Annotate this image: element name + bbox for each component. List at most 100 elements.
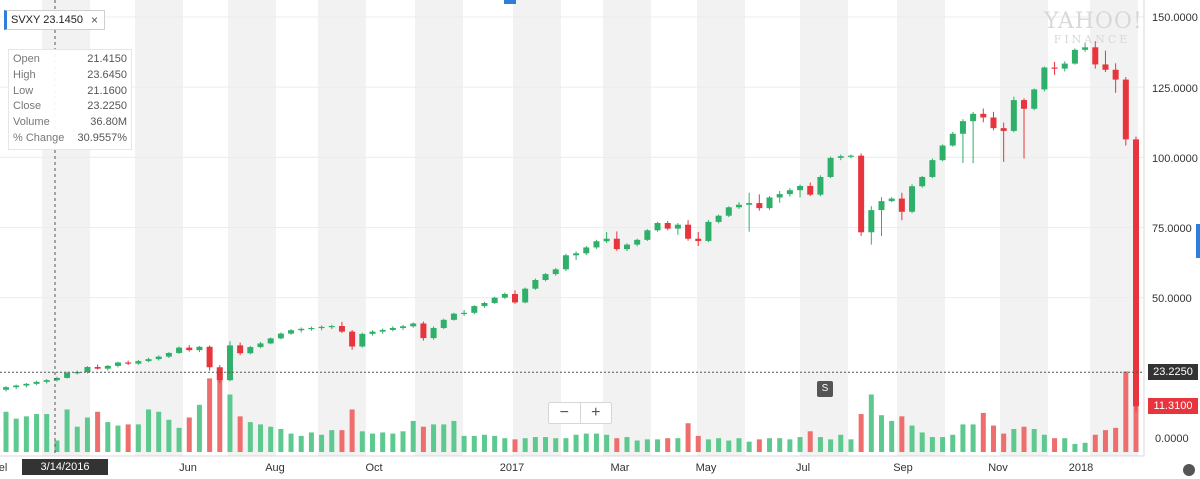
x-tick-label: Aug (265, 462, 285, 474)
candle-body (766, 197, 773, 209)
volume-bar (1113, 427, 1119, 452)
candle-body (705, 221, 712, 241)
zoom-out-button[interactable]: − (559, 404, 569, 421)
volume-bar (349, 409, 355, 452)
volume-bar (909, 425, 915, 452)
volume-bar (431, 424, 437, 452)
top-range-marker[interactable] (504, 0, 516, 4)
volume-bar (329, 430, 335, 452)
yahoo-finance-watermark: YAHOO! FINANCE (1044, 10, 1142, 46)
candle-body (949, 133, 956, 146)
ohlc-label: % Change (13, 131, 65, 144)
volume-bar (1001, 433, 1007, 452)
candle-body (104, 365, 111, 369)
volume-bar (838, 434, 844, 452)
candle-body (501, 294, 508, 298)
volume-bar (196, 404, 202, 452)
candle-body (379, 329, 386, 332)
volume-bar (481, 434, 487, 452)
candle-body (685, 224, 692, 239)
ohlc-value: 21.4150 (87, 53, 127, 65)
volume-bar (339, 430, 345, 452)
volume-bar (410, 420, 416, 452)
volume-bar (980, 412, 986, 452)
ohlc-value: 23.2250 (87, 100, 127, 113)
x-tick-label: el (0, 462, 7, 474)
volume-bar (135, 424, 141, 452)
candle-body (155, 356, 162, 360)
current-price-tag: 11.3100 (1148, 398, 1198, 414)
volume-bar (247, 422, 253, 452)
candle-body (430, 327, 437, 339)
volume-bar (34, 414, 40, 452)
candle-body (512, 294, 519, 303)
candle-body (237, 345, 244, 354)
candle-body (583, 247, 590, 254)
x-axis-labels: el Jun Aug Oct 2017 Mar May Jul Sep Nov … (0, 462, 1093, 474)
settings-icon[interactable] (1183, 464, 1195, 476)
candle-body (359, 333, 366, 347)
x-tick-label: Nov (988, 462, 1008, 474)
candle-body (1051, 67, 1058, 69)
y-axis-labels: 150.0000 125.0000 100.0000 75.0000 50.00… (1152, 12, 1198, 445)
candle-body (1000, 128, 1007, 131)
candle-body (542, 274, 549, 280)
volume-bar (288, 433, 294, 452)
volume-bar (420, 426, 426, 452)
volume-bar (1041, 434, 1047, 452)
x-tick-label: Oct (365, 462, 382, 474)
candle-body (3, 387, 9, 390)
volume-bar (604, 434, 610, 452)
volume-bar (940, 437, 946, 452)
candle-body (888, 198, 895, 202)
candle-body (23, 383, 30, 386)
candle-body (756, 203, 763, 209)
ohlc-label: Volume (13, 116, 50, 129)
candle-body (410, 323, 417, 327)
candle-body (491, 297, 498, 303)
candle-body (603, 238, 610, 242)
y-tick-label: 150.0000 (1152, 12, 1198, 24)
candle-body (1071, 49, 1078, 64)
candle-body (664, 223, 671, 229)
y-axis-drag-handle[interactable] (1196, 224, 1200, 258)
volume-bar (746, 441, 752, 452)
symbol-legend[interactable]: SVXY 23.1450 × (4, 10, 105, 30)
volume-bar (471, 435, 477, 452)
ohlc-label: Open (13, 53, 40, 65)
ohlc-label: Low (13, 84, 34, 97)
volume-bar (207, 378, 213, 452)
candle-body (919, 176, 926, 187)
candle-body (277, 333, 284, 339)
candle-body (1092, 47, 1099, 65)
candle-body (114, 362, 121, 366)
volume-bar (665, 438, 671, 452)
volume-bar (44, 414, 50, 452)
volume-bar (705, 439, 711, 452)
split-event-badge[interactable]: S (817, 381, 833, 397)
volume-bar (258, 424, 264, 452)
ohlc-value: 23.6450 (87, 68, 127, 81)
ohlc-row-open: Open 21.4150 (13, 52, 127, 68)
candle-body (267, 338, 274, 344)
volume-bar (54, 440, 60, 452)
candle-body (959, 121, 966, 134)
candle-body (695, 238, 702, 241)
candle-body (288, 330, 295, 334)
candle-body (634, 239, 641, 245)
volume-bar (441, 424, 447, 452)
ohlc-row-low: Low 21.1600 (13, 84, 127, 100)
close-icon[interactable]: × (90, 13, 98, 27)
ohlc-value: 36.80M (90, 116, 127, 129)
gridlines (0, 16, 1144, 299)
zoom-in-button[interactable]: + (579, 403, 612, 423)
volume-bar (115, 425, 121, 452)
volume-bar (1052, 438, 1058, 452)
volume-bar (655, 439, 661, 452)
volume-bar (868, 394, 874, 452)
candle-body (420, 323, 427, 339)
volume-bar (74, 426, 80, 452)
candle-body (909, 186, 916, 212)
candle-body (257, 343, 264, 348)
